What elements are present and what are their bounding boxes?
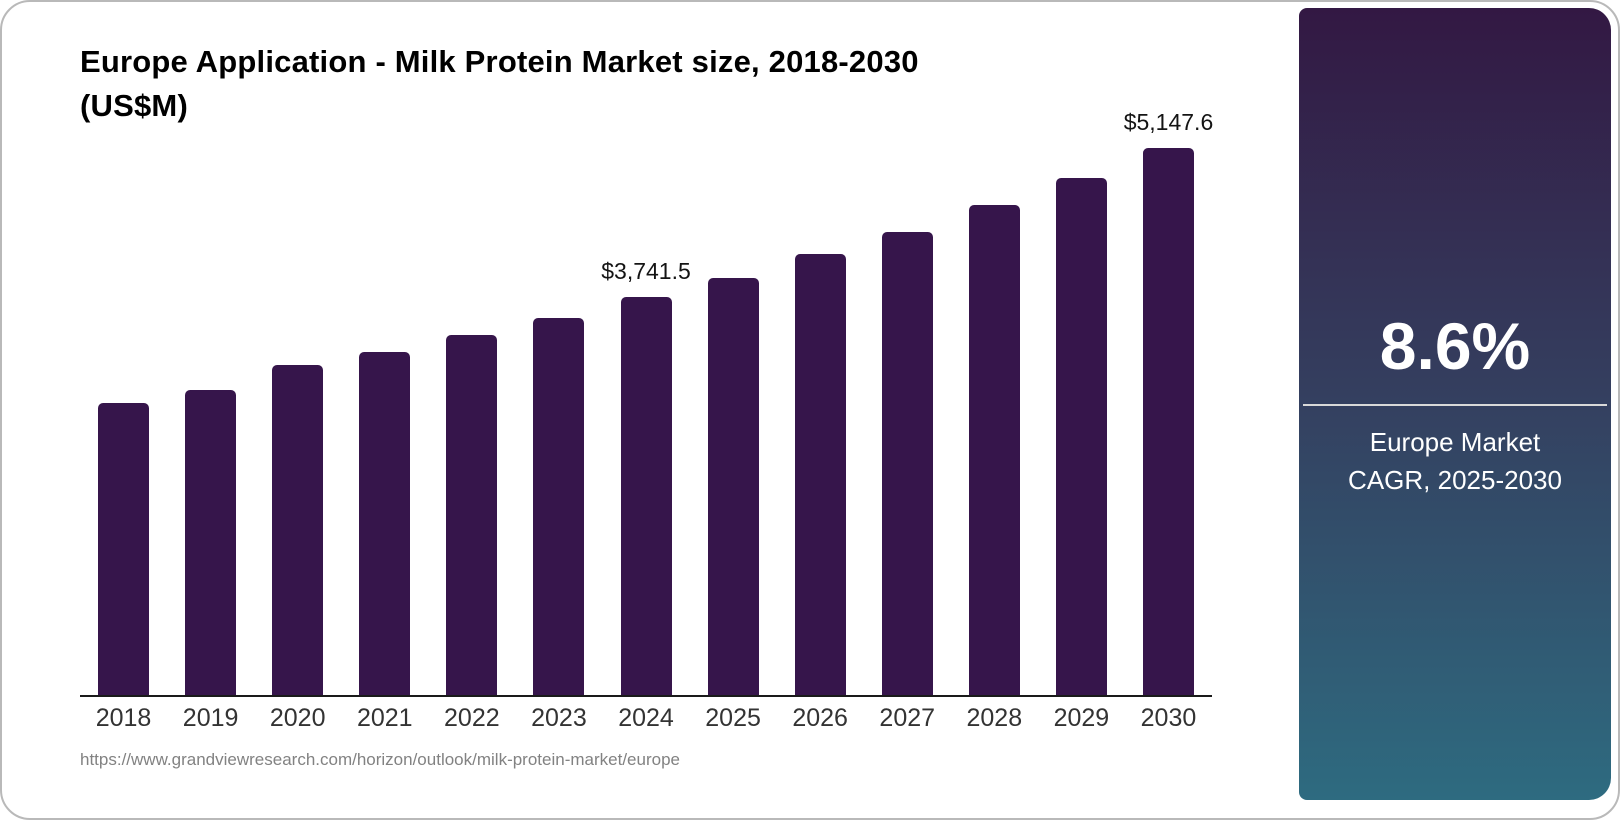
x-tick-2029: 2029 (1053, 704, 1110, 732)
bar-2019 (185, 390, 237, 695)
bar-2021 (359, 352, 411, 695)
bar-column-2022 (428, 117, 515, 695)
bar-2022 (446, 335, 498, 695)
x-tick-2030: 2030 (1140, 704, 1197, 732)
bar-2023 (533, 318, 585, 695)
bar-2028 (968, 205, 1020, 695)
x-tick-2021: 2021 (356, 704, 413, 732)
bar-column-2021 (341, 117, 428, 695)
x-tick-2022: 2022 (444, 704, 500, 732)
x-tick-2025: 2025 (705, 704, 761, 732)
bar-column-2030: $5,147.6 (1124, 109, 1213, 695)
bar-2018 (98, 403, 150, 695)
cagr-value: 8.6% (1379, 309, 1531, 384)
bar-2026 (794, 254, 846, 695)
bar-column-2027 (864, 117, 951, 695)
bar-column-2026 (777, 117, 864, 695)
bar-column-2018 (80, 117, 167, 695)
bar-column-2025 (690, 117, 777, 695)
x-tick-2026: 2026 (792, 704, 848, 732)
x-tick-2028: 2028 (966, 704, 1023, 732)
cagr-caption-line1: Europe Market (1369, 427, 1541, 458)
x-tick-2024: 2024 (618, 704, 674, 732)
bar-2027 (881, 232, 933, 695)
bar-2025 (707, 278, 759, 695)
page-title-line1: Europe Application - Milk Protein Market… (80, 44, 919, 79)
cagr-caption: Europe Market CAGR, 2025-2030 (1348, 424, 1562, 499)
bar-2024 (620, 297, 672, 695)
cagr-panel: 8.6% Europe Market CAGR, 2025-2030 (1299, 8, 1611, 800)
x-tick-2019: 2019 (182, 704, 239, 732)
bar-chart: $3,741.5 $5,147.6 (80, 109, 1213, 695)
bar-2029 (1055, 178, 1107, 695)
page-title: Europe Application - Milk Protein Market… (80, 40, 1180, 128)
x-tick-2023: 2023 (531, 704, 587, 732)
divider-line (1303, 404, 1607, 407)
bar-column-2019 (167, 117, 254, 695)
cagr-caption-line2: CAGR, 2025-2030 (1348, 465, 1562, 495)
x-tick-2020: 2020 (269, 704, 326, 732)
bar-column-2020 (254, 117, 341, 695)
bar-column-2024: $3,741.5 (601, 117, 691, 695)
data-label-2030: $5,147.6 (1123, 109, 1214, 135)
x-tick-2027: 2027 (879, 704, 936, 732)
page-title-line2: (US$M) (80, 88, 188, 124)
bar-column-2029 (1038, 117, 1125, 695)
bar-column-2023 (515, 117, 602, 695)
data-label-2024: $3,741.5 (601, 258, 691, 284)
source-url-link[interactable]: https://www.grandviewresearch.com/horizo… (80, 750, 680, 769)
bar-2030 (1142, 148, 1194, 695)
x-tick-2018: 2018 (95, 704, 152, 732)
bar-2020 (272, 365, 324, 695)
x-axis-labels: 2018 2019 2020 2021 2022 2023 2024 2025 2026 2027… (80, 704, 1212, 733)
x-axis-line (80, 695, 1212, 697)
bar-column-2028 (951, 117, 1038, 695)
